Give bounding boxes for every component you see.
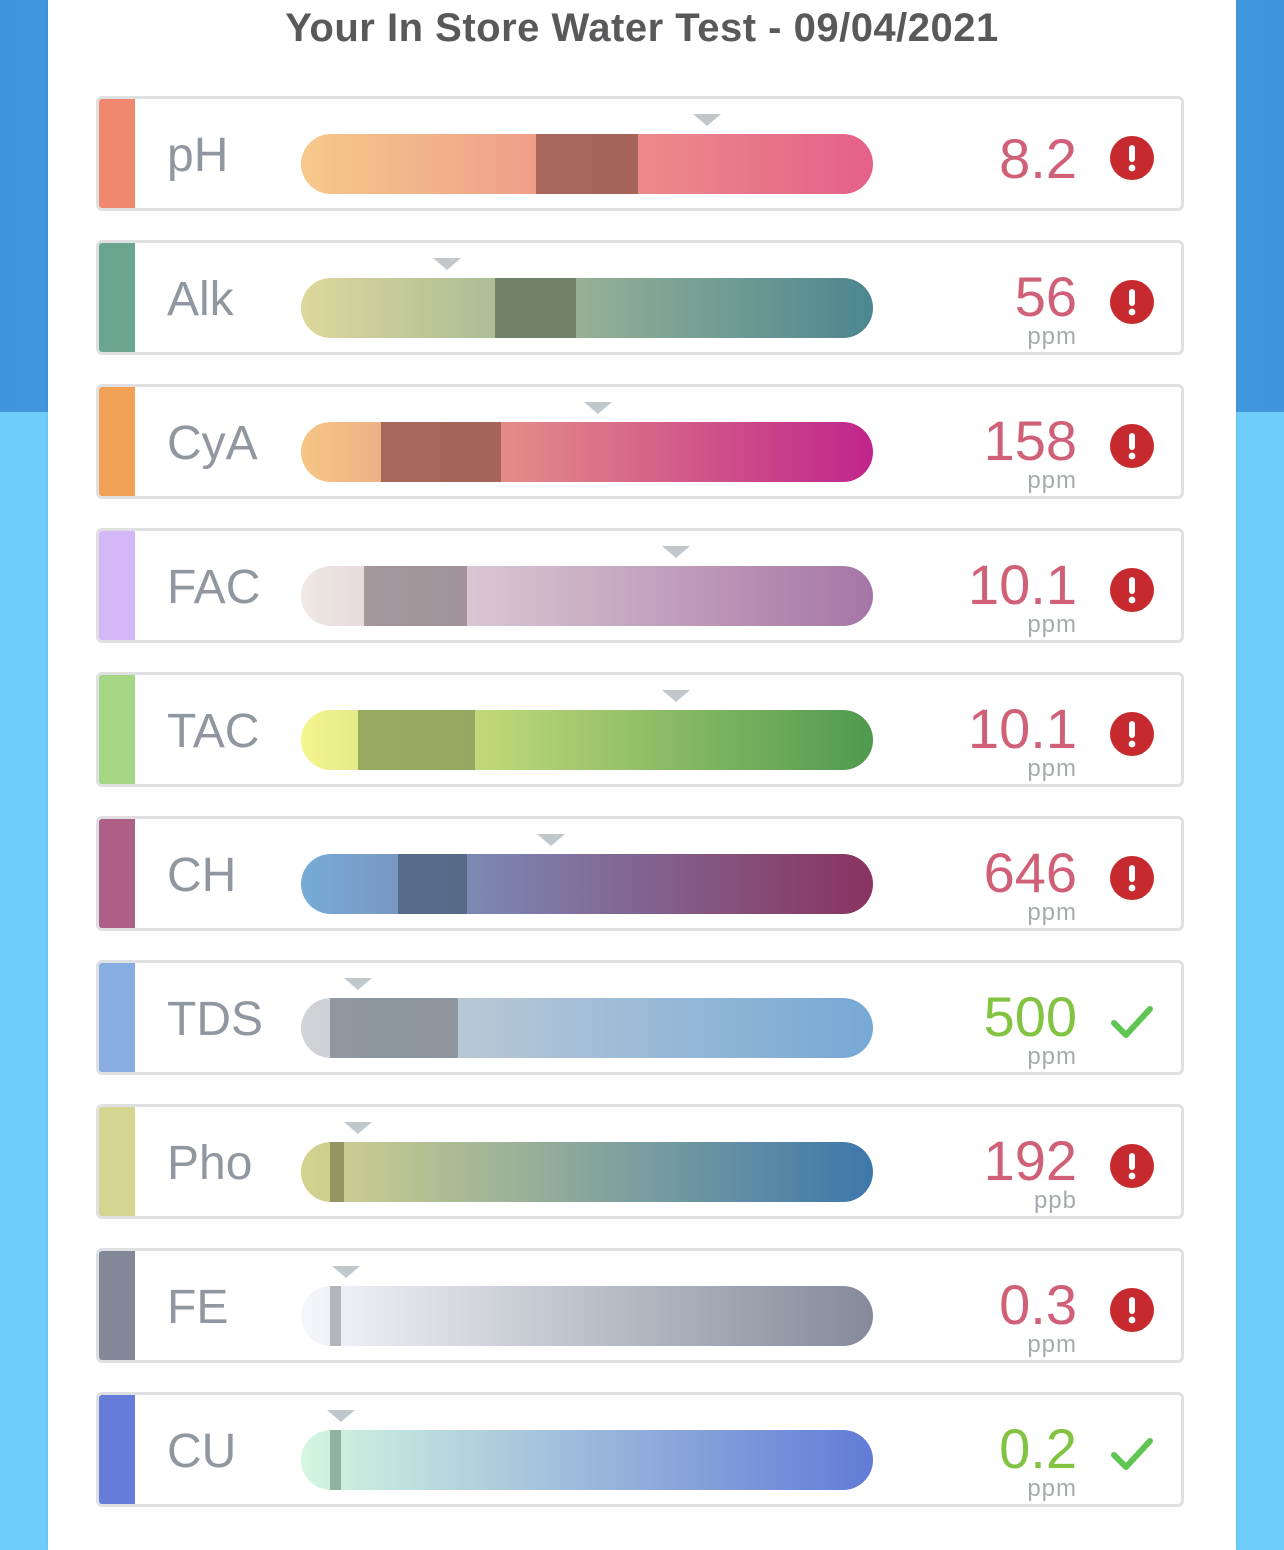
exclamation-icon bbox=[1110, 1144, 1154, 1188]
test-row-ch[interactable]: CH 646 ppm bbox=[96, 816, 1184, 931]
range-bar bbox=[301, 1430, 873, 1490]
test-label: Pho bbox=[167, 1137, 253, 1190]
test-unit: ppm bbox=[1027, 1475, 1077, 1502]
range-bar bbox=[301, 998, 873, 1058]
exclamation-icon bbox=[1110, 856, 1154, 900]
test-unit: ppm bbox=[1027, 755, 1077, 782]
test-row-cya[interactable]: CyA 158 ppm bbox=[96, 384, 1184, 499]
value-marker-icon bbox=[432, 258, 461, 270]
exclamation-icon bbox=[1110, 424, 1154, 468]
ideal-range bbox=[329, 1286, 342, 1346]
test-label: CU bbox=[167, 1425, 237, 1478]
color-swatch bbox=[99, 963, 135, 1072]
value-marker-icon bbox=[536, 834, 565, 846]
value-marker-icon bbox=[693, 114, 722, 126]
test-unit: ppm bbox=[1027, 611, 1077, 638]
test-label: FAC bbox=[167, 561, 261, 614]
test-value: 56 bbox=[1014, 265, 1077, 328]
check-icon bbox=[1111, 1006, 1153, 1038]
ideal-range bbox=[381, 422, 502, 482]
value-marker-icon bbox=[344, 1122, 373, 1134]
color-swatch bbox=[99, 819, 135, 928]
test-value: 192 bbox=[983, 1129, 1077, 1192]
test-row-ph[interactable]: pH 8.2 bbox=[96, 96, 1184, 211]
ideal-range bbox=[363, 566, 467, 626]
test-value: 10.1 bbox=[968, 553, 1077, 616]
test-value: 0.2 bbox=[999, 1417, 1077, 1480]
exclamation-icon bbox=[1110, 568, 1154, 612]
color-swatch bbox=[99, 675, 135, 784]
color-swatch bbox=[99, 1107, 135, 1216]
test-label: FE bbox=[167, 1281, 229, 1334]
range-bar bbox=[301, 1142, 873, 1202]
value-marker-icon bbox=[344, 978, 373, 990]
value-marker-icon bbox=[331, 1266, 360, 1278]
test-label: CyA bbox=[167, 417, 258, 470]
value-marker-icon bbox=[661, 546, 690, 558]
exclamation-icon bbox=[1110, 1288, 1154, 1332]
ideal-range bbox=[358, 710, 476, 770]
test-label: TDS bbox=[167, 993, 263, 1046]
exclamation-icon bbox=[1110, 712, 1154, 756]
test-value: 8.2 bbox=[999, 127, 1077, 190]
color-swatch bbox=[99, 243, 135, 352]
test-label: CH bbox=[167, 849, 237, 902]
test-value: 646 bbox=[983, 841, 1077, 904]
test-label: TAC bbox=[167, 705, 260, 758]
ideal-range bbox=[495, 278, 576, 338]
test-unit: ppb bbox=[1033, 1187, 1077, 1214]
test-value: 158 bbox=[983, 409, 1077, 472]
test-row-fac[interactable]: FAC 10.1 ppm bbox=[96, 528, 1184, 643]
test-row-tds[interactable]: TDS 500 ppm bbox=[96, 960, 1184, 1075]
test-row-cu[interactable]: CU 0.2 ppm bbox=[96, 1392, 1184, 1507]
value-marker-icon bbox=[661, 690, 690, 702]
test-unit: ppm bbox=[1027, 1043, 1077, 1070]
test-unit: ppm bbox=[1027, 323, 1077, 350]
test-unit: ppm bbox=[1027, 1331, 1077, 1358]
exclamation-icon bbox=[1110, 280, 1154, 324]
test-row-tac[interactable]: TAC 10.1 ppm bbox=[96, 672, 1184, 787]
test-unit: ppm bbox=[1027, 899, 1077, 926]
test-unit: ppm bbox=[1027, 467, 1077, 494]
range-bar bbox=[301, 1286, 873, 1346]
ideal-range bbox=[535, 134, 639, 194]
ideal-range bbox=[329, 998, 459, 1058]
test-row-pho[interactable]: Pho 192 ppb bbox=[96, 1104, 1184, 1219]
value-marker-icon bbox=[327, 1410, 356, 1422]
test-value: 10.1 bbox=[968, 697, 1077, 760]
range-bar bbox=[301, 854, 873, 914]
color-swatch bbox=[99, 1251, 135, 1360]
range-bar bbox=[301, 566, 873, 626]
test-row-alk[interactable]: Alk 56 ppm bbox=[96, 240, 1184, 355]
range-bar bbox=[301, 134, 873, 194]
color-swatch bbox=[99, 99, 135, 208]
range-bar bbox=[301, 422, 873, 482]
test-value: 500 bbox=[983, 985, 1077, 1048]
ideal-range bbox=[329, 1430, 342, 1490]
exclamation-icon bbox=[1110, 136, 1154, 180]
test-value: 0.3 bbox=[999, 1273, 1077, 1336]
color-swatch bbox=[99, 387, 135, 496]
color-swatch bbox=[99, 1395, 135, 1504]
range-bar bbox=[301, 278, 873, 338]
test-label: Alk bbox=[167, 273, 234, 326]
value-marker-icon bbox=[584, 402, 613, 414]
test-label: pH bbox=[167, 129, 229, 182]
color-swatch bbox=[99, 531, 135, 640]
water-test-card: Your In Store Water Test - 09/04/2021 pH… bbox=[48, 0, 1236, 1550]
test-row-fe[interactable]: FE 0.3 ppm bbox=[96, 1248, 1184, 1363]
check-icon bbox=[1111, 1438, 1153, 1470]
page-title: Your In Store Water Test - 09/04/2021 bbox=[285, 6, 999, 50]
ideal-range bbox=[398, 854, 467, 914]
ideal-range bbox=[329, 1142, 344, 1202]
range-bar bbox=[301, 710, 873, 770]
